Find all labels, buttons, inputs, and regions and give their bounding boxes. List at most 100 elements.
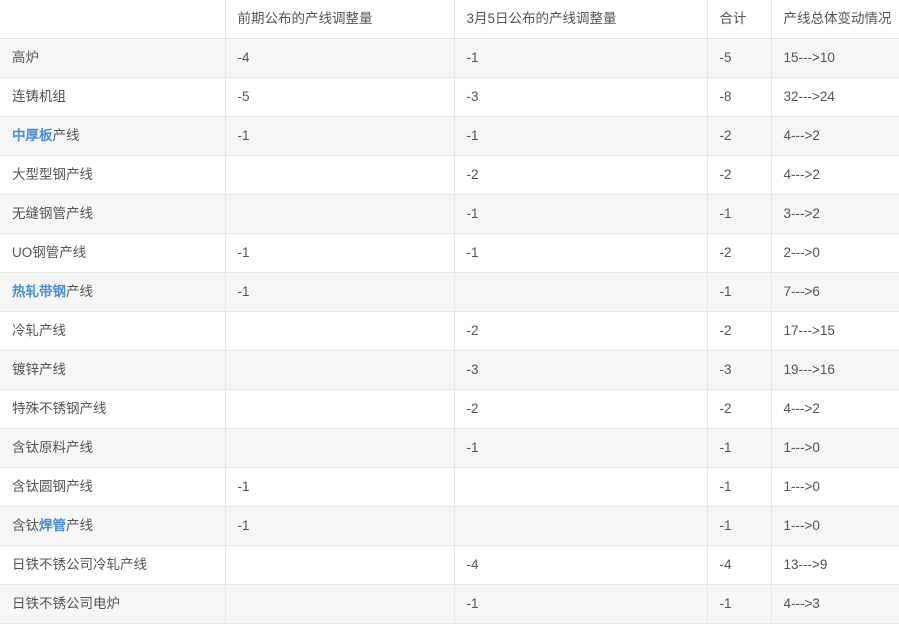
line-name-text: 产线 — [66, 284, 93, 299]
table-row: 无缝钢管产线 -1 -1 3--->2 — [0, 194, 899, 234]
table-row: 含钛焊管产线 -1 -1 1--->0 — [0, 506, 899, 546]
cell-total: -2 — [707, 155, 772, 195]
line-name-text: 连铸机组 — [12, 89, 66, 104]
line-name-text: 含钛圆钢产线 — [12, 479, 93, 494]
cell-total: -1 — [707, 428, 772, 468]
cell-mar5-adjustment: -2 — [454, 389, 708, 429]
cell-total: -1 — [707, 467, 772, 507]
cell-overall-change: 17--->15 — [771, 311, 899, 351]
cell-mar5-adjustment: -2 — [454, 155, 708, 195]
table-row: 中厚板产线 -1 -1 -2 4--->2 — [0, 116, 899, 156]
cell-overall-change: 2--->0 — [771, 233, 899, 273]
cell-prev-adjustment — [225, 545, 455, 585]
cell-overall-change: 3--->2 — [771, 194, 899, 234]
cell-line-name: 日铁不锈公司冷轧产线 — [0, 545, 226, 585]
table-row: 日铁不锈公司电炉 -1 -1 4--->3 — [0, 584, 899, 624]
cell-prev-adjustment — [225, 350, 455, 390]
table-header-row: 前期公布的产线调整量 3月5日公布的产线调整量 合计 产线总体变动情况 — [0, 0, 899, 39]
line-name-text: 高炉 — [12, 50, 39, 65]
cell-mar5-adjustment: -1 — [454, 233, 708, 273]
cell-overall-change: 4--->3 — [771, 584, 899, 624]
cell-prev-adjustment — [225, 311, 455, 351]
cell-line-name: 镀锌产线 — [0, 350, 226, 390]
cell-total: -2 — [707, 233, 772, 273]
cell-mar5-adjustment: -3 — [454, 350, 708, 390]
cell-mar5-adjustment: -2 — [454, 311, 708, 351]
cell-line-name: 高炉 — [0, 38, 226, 78]
column-header-prev-adjustment: 前期公布的产线调整量 — [225, 0, 455, 39]
cell-mar5-adjustment — [454, 467, 708, 507]
cell-overall-change: 15--->10 — [771, 38, 899, 78]
cell-line-name: 热轧带钢产线 — [0, 272, 226, 312]
cell-total: -1 — [707, 272, 772, 312]
cell-overall-change: 1--->0 — [771, 467, 899, 507]
line-name-text: 无缝钢管产线 — [12, 206, 93, 221]
table-row: 含钛原料产线 -1 -1 1--->0 — [0, 428, 899, 468]
cell-line-name: 日铁不锈公司电炉 — [0, 584, 226, 624]
cell-total: -3 — [707, 350, 772, 390]
cell-mar5-adjustment: -1 — [454, 116, 708, 156]
table-row: 冷轧产线 -2 -2 17--->15 — [0, 311, 899, 351]
line-name-link[interactable]: 中厚板 — [12, 128, 53, 143]
cell-line-name: 无缝钢管产线 — [0, 194, 226, 234]
table-row: 含钛圆钢产线 -1 -1 1--->0 — [0, 467, 899, 507]
cell-overall-change: 13--->9 — [771, 545, 899, 585]
cell-prev-adjustment — [225, 389, 455, 429]
table-row: UO钢管产线 -1 -1 -2 2--->0 — [0, 233, 899, 273]
line-name-text: UO钢管产线 — [12, 245, 87, 260]
cell-overall-change: 4--->2 — [771, 116, 899, 156]
line-name-link[interactable]: 焊管 — [39, 518, 66, 533]
cell-line-name: 大型型钢产线 — [0, 155, 226, 195]
line-name-text: 大型型钢产线 — [12, 167, 93, 182]
cell-mar5-adjustment: -1 — [454, 428, 708, 468]
cell-overall-change: 4--->2 — [771, 389, 899, 429]
cell-line-name: 冷轧产线 — [0, 311, 226, 351]
line-name-text: 产线 — [66, 518, 93, 533]
line-name-text: 日铁不锈公司冷轧产线 — [12, 557, 147, 572]
cell-prev-adjustment — [225, 194, 455, 234]
cell-line-name: 连铸机组 — [0, 77, 226, 117]
cell-line-name: 含钛焊管产线 — [0, 506, 226, 546]
cell-line-name: 中厚板产线 — [0, 116, 226, 156]
cell-total: -5 — [707, 38, 772, 78]
cell-prev-adjustment: -1 — [225, 272, 455, 312]
cell-overall-change: 4--->2 — [771, 155, 899, 195]
column-header-name — [0, 0, 226, 39]
cell-prev-adjustment: -1 — [225, 116, 455, 156]
cell-mar5-adjustment: -1 — [454, 584, 708, 624]
cell-line-name: 含钛原料产线 — [0, 428, 226, 468]
table-row: 大型型钢产线 -2 -2 4--->2 — [0, 155, 899, 195]
cell-overall-change: 32--->24 — [771, 77, 899, 117]
cell-overall-change: 1--->0 — [771, 506, 899, 546]
cell-prev-adjustment — [225, 155, 455, 195]
cell-mar5-adjustment: -3 — [454, 77, 708, 117]
line-name-text: 日铁不锈公司电炉 — [12, 596, 120, 611]
cell-prev-adjustment: -1 — [225, 467, 455, 507]
cell-total: -2 — [707, 116, 772, 156]
cell-prev-adjustment: -4 — [225, 38, 455, 78]
table-row: 高炉 -4 -1 -5 15--->10 — [0, 38, 899, 78]
cell-total: -2 — [707, 311, 772, 351]
cell-overall-change: 1--->0 — [771, 428, 899, 468]
cell-overall-change: 19--->16 — [771, 350, 899, 390]
line-name-link[interactable]: 热轧带钢 — [12, 284, 66, 299]
cell-total: -8 — [707, 77, 772, 117]
cell-prev-adjustment — [225, 584, 455, 624]
table-row: 镀锌产线 -3 -3 19--->16 — [0, 350, 899, 390]
column-header-mar5-adjustment: 3月5日公布的产线调整量 — [454, 0, 708, 39]
cell-overall-change: 7--->6 — [771, 272, 899, 312]
cell-total: -1 — [707, 194, 772, 234]
table-row: 热轧带钢产线 -1 -1 7--->6 — [0, 272, 899, 312]
cell-mar5-adjustment — [454, 506, 708, 546]
cell-total: -1 — [707, 584, 772, 624]
table-body: 高炉 -4 -1 -5 15--->10 连铸机组 -5 -3 -8 32--->24 中厚板产线 -… — [0, 38, 899, 624]
cell-prev-adjustment: -1 — [225, 506, 455, 546]
line-name-text: 镀锌产线 — [12, 362, 66, 377]
line-name-text: 特殊不锈钢产线 — [12, 401, 107, 416]
column-header-total: 合计 — [707, 0, 772, 39]
cell-mar5-adjustment: -1 — [454, 38, 708, 78]
cell-total: -2 — [707, 389, 772, 429]
line-name-text: 产线 — [52, 128, 80, 143]
table-header: 前期公布的产线调整量 3月5日公布的产线调整量 合计 产线总体变动情况 — [0, 0, 899, 39]
